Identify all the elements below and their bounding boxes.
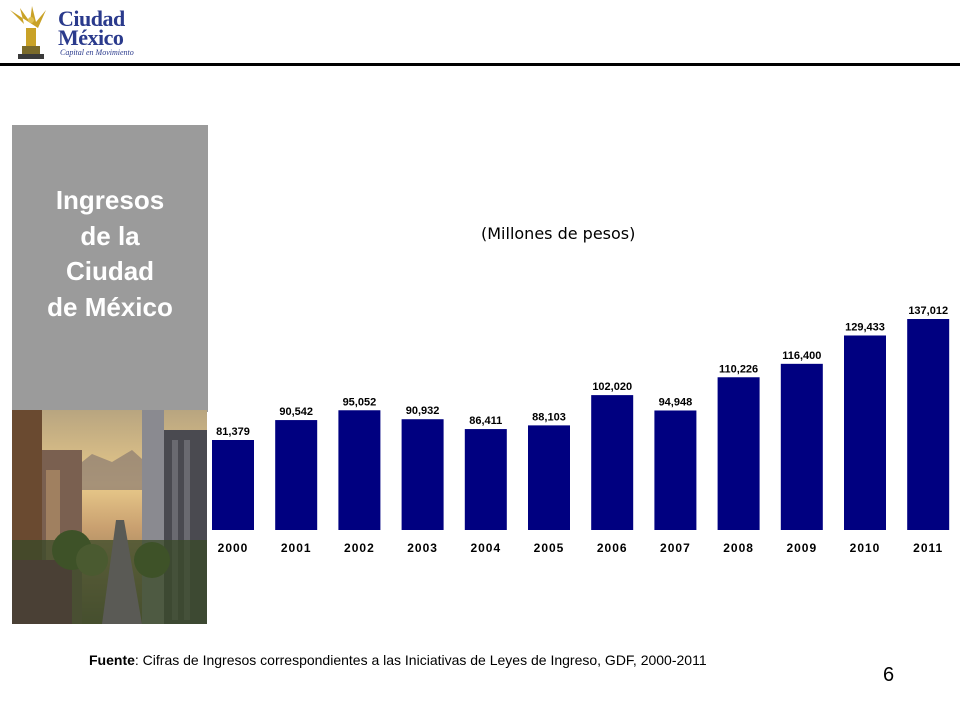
x-tick-label-2005: 2005 [534, 541, 565, 555]
ciudad-mexico-logo: Ciudad México Capital en Movimiento [6, 2, 136, 62]
value-label-2003: 90,932 [406, 405, 440, 417]
source-label: Fuente [89, 652, 135, 668]
side-title-line-1: Ingresos [55, 185, 165, 215]
bar-2007 [654, 410, 697, 530]
bar-2010 [844, 335, 886, 530]
x-tick-label-2011: 2011 [913, 541, 943, 555]
logo-tagline: Capital en Movimiento [60, 48, 134, 57]
x-tick-label-2007: 2007 [660, 541, 691, 555]
bar-2003 [401, 419, 444, 530]
x-tick-label-2010: 2010 [850, 541, 881, 555]
value-label-2002: 95,052 [343, 396, 377, 408]
value-label-2000: 81,379 [216, 426, 250, 438]
x-tick-label-2004: 2004 [470, 541, 501, 555]
value-label-2006: 102,020 [592, 381, 632, 393]
bar-2011 [907, 319, 950, 530]
value-label-2004: 86,411 [469, 415, 502, 427]
logo-text-ciudad: Ciudad [58, 6, 125, 31]
bar-2009 [780, 363, 823, 530]
value-label-2001: 90,542 [279, 406, 313, 418]
page-number: 6 [883, 664, 895, 686]
source-text: : Cifras de Ingresos correspondientes a … [134, 652, 707, 668]
side-title-line-2: de la [80, 220, 140, 251]
x-tick-label-2009: 2009 [786, 541, 817, 555]
value-label-2005: 88,103 [532, 411, 566, 423]
value-label-2008: 110,226 [719, 363, 758, 375]
value-label-2009: 116,400 [782, 350, 821, 362]
x-tick-label-2002: 2002 [344, 541, 375, 555]
city-avenue-photo [12, 410, 207, 624]
side-title-line-3: Ciudad [65, 256, 155, 286]
x-tick-label-2001: 2001 [281, 541, 312, 555]
x-tick-label-2003: 2003 [407, 541, 438, 555]
revenue-bar-chart: 81,379 90,542 95,052 90,932 86,411 88,103 102,… [212, 305, 950, 555]
chart-subtitle: (Millones de pesos) [481, 224, 636, 243]
value-label-2010: 129,433 [845, 321, 885, 333]
bar-2000 [212, 440, 254, 530]
bar-2005 [528, 425, 570, 530]
bar-2002 [338, 410, 381, 530]
x-tick-label-2008: 2008 [723, 541, 754, 555]
logo-text-mexico: México [58, 25, 124, 50]
x-tick-label-2000: 2000 [218, 541, 249, 555]
bar-2006 [591, 395, 634, 530]
side-title-line-4: de México [47, 291, 173, 322]
bar-2004 [464, 429, 507, 530]
bar-2001 [275, 420, 318, 530]
x-tick-label-2006: 2006 [597, 541, 628, 555]
angel-monument-icon [10, 6, 46, 59]
value-label-2011: 137,012 [908, 305, 948, 317]
side-title: Ingresos de la Ciudad de México [12, 183, 208, 325]
bar-2008 [717, 377, 760, 530]
value-label-2007: 94,948 [659, 396, 693, 408]
source-note: Fuente: Cifras de Ingresos correspondien… [89, 652, 707, 668]
side-title-panel [12, 125, 208, 412]
header-divider [0, 63, 960, 66]
